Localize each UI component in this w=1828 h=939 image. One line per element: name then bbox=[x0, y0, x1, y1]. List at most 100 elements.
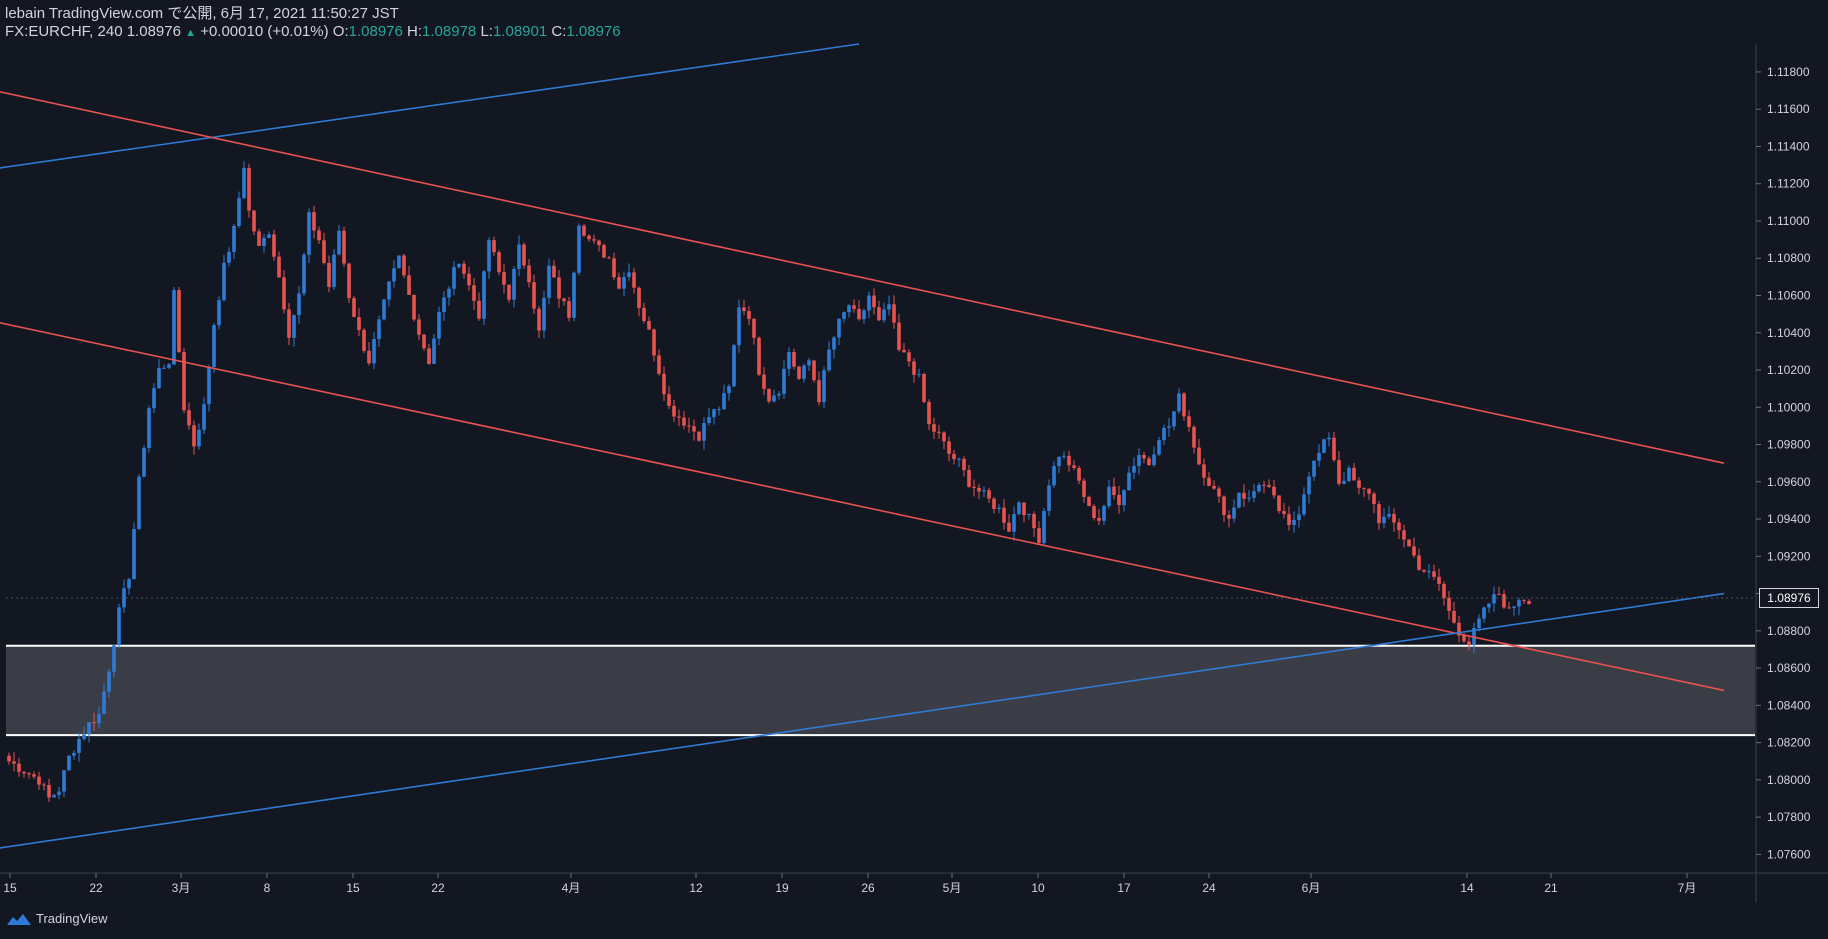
time-tick-label: 22 bbox=[431, 881, 445, 895]
candle-body bbox=[697, 431, 701, 441]
high-label: H: bbox=[407, 23, 423, 40]
candle-body bbox=[832, 337, 836, 350]
candle-body bbox=[247, 168, 251, 211]
candle-body bbox=[1122, 490, 1126, 506]
price-tick-label: 1.09800 bbox=[1767, 438, 1811, 452]
candle-body bbox=[1282, 511, 1286, 515]
candle-body bbox=[882, 309, 886, 321]
candle-body bbox=[662, 373, 666, 395]
candle-body bbox=[42, 784, 46, 786]
footer-brand[interactable]: TradingView bbox=[6, 911, 108, 926]
trendline-blue bbox=[0, 43, 860, 169]
candle-body bbox=[357, 317, 361, 331]
candle-body bbox=[822, 370, 826, 403]
candle-body bbox=[612, 258, 616, 278]
candle-body bbox=[632, 272, 636, 288]
candle-body bbox=[217, 300, 221, 326]
candle-body bbox=[702, 423, 706, 441]
candle-body bbox=[1362, 487, 1366, 489]
candle-body bbox=[257, 231, 261, 247]
candle-body bbox=[672, 405, 676, 417]
price-tick-label: 1.10000 bbox=[1767, 400, 1811, 414]
candle-body bbox=[152, 388, 156, 409]
candle-body bbox=[1012, 514, 1016, 532]
candle-body bbox=[712, 409, 716, 418]
candle-body bbox=[1507, 607, 1511, 609]
time-tick-label: 5月 bbox=[943, 881, 962, 895]
candle-body bbox=[717, 409, 721, 411]
candle-body bbox=[917, 374, 921, 376]
candle-body bbox=[987, 490, 991, 499]
candle-body bbox=[92, 722, 96, 724]
candle-body bbox=[1397, 522, 1401, 531]
price-tick-label: 1.11600 bbox=[1767, 102, 1810, 116]
candle-body bbox=[97, 713, 101, 724]
candle-body bbox=[902, 349, 906, 353]
candle-body bbox=[297, 293, 301, 316]
candle-body bbox=[922, 374, 926, 402]
candle-body bbox=[647, 321, 651, 330]
candle-body bbox=[527, 265, 531, 283]
candle-body bbox=[652, 329, 656, 356]
price-tick-label: 1.08400 bbox=[1767, 698, 1811, 712]
close-value: 1.08976 bbox=[566, 23, 621, 40]
candle-body bbox=[1407, 539, 1411, 547]
candle-body bbox=[792, 352, 796, 367]
candle-body bbox=[522, 244, 526, 266]
candle-body bbox=[302, 254, 306, 294]
candle-body bbox=[1132, 465, 1136, 473]
candle-body bbox=[1452, 610, 1456, 623]
up-arrow-icon: ▲ bbox=[185, 27, 197, 39]
candle-body bbox=[457, 263, 461, 268]
time-tick-label: 12 bbox=[689, 881, 703, 895]
candle-body bbox=[127, 579, 131, 589]
candle-body bbox=[392, 268, 396, 282]
candle-body bbox=[577, 225, 581, 273]
candle-body bbox=[197, 429, 201, 447]
candle-body bbox=[87, 722, 91, 735]
candle-body bbox=[1052, 466, 1056, 486]
candle-body bbox=[532, 282, 536, 309]
candle-body bbox=[517, 244, 521, 269]
high-value: 1.08978 bbox=[422, 23, 477, 40]
candle-body bbox=[587, 235, 591, 240]
candle-body bbox=[1037, 528, 1041, 543]
candle-body bbox=[402, 255, 406, 276]
candle-body bbox=[17, 763, 21, 772]
candle-body bbox=[1367, 488, 1371, 494]
candle-body bbox=[1227, 514, 1231, 519]
candle-body bbox=[837, 318, 841, 338]
price-tick-label: 1.11400 bbox=[1767, 139, 1810, 153]
price-axis: 1.07600 1.07800 1.08000 1.08200 1.08400 1.086… bbox=[1756, 65, 1811, 861]
candle-body bbox=[387, 281, 391, 300]
candle-body bbox=[112, 645, 116, 672]
candle-body bbox=[772, 395, 776, 402]
candle-body bbox=[237, 198, 241, 226]
candle-body bbox=[572, 272, 576, 318]
candle-body bbox=[782, 368, 786, 394]
candle-body bbox=[62, 770, 66, 792]
candle-body bbox=[1202, 464, 1206, 478]
candle-body bbox=[1027, 513, 1031, 516]
time-tick-label: 3月 bbox=[172, 881, 191, 895]
candle-body bbox=[1427, 571, 1431, 573]
symbol-label[interactable]: FX:EURCHF, 240 bbox=[5, 23, 123, 40]
time-tick-label: 22 bbox=[89, 881, 103, 895]
candle-body bbox=[1147, 458, 1151, 466]
candle-body bbox=[897, 322, 901, 350]
time-tick-label: 17 bbox=[1117, 881, 1131, 895]
candle-body bbox=[447, 288, 451, 298]
candle-body bbox=[272, 234, 276, 257]
candle-body bbox=[177, 290, 181, 352]
candle-body bbox=[1482, 607, 1486, 619]
candle-body bbox=[912, 361, 916, 375]
current-price-tag: 1.08976 bbox=[1759, 588, 1819, 609]
candle-body bbox=[427, 348, 431, 364]
candle-body bbox=[1252, 491, 1256, 498]
candle-body bbox=[307, 212, 311, 255]
candle-body bbox=[1522, 600, 1526, 602]
candle-body bbox=[1357, 480, 1361, 488]
candle-body bbox=[1377, 504, 1381, 524]
price-tick-label: 1.09400 bbox=[1767, 512, 1811, 526]
